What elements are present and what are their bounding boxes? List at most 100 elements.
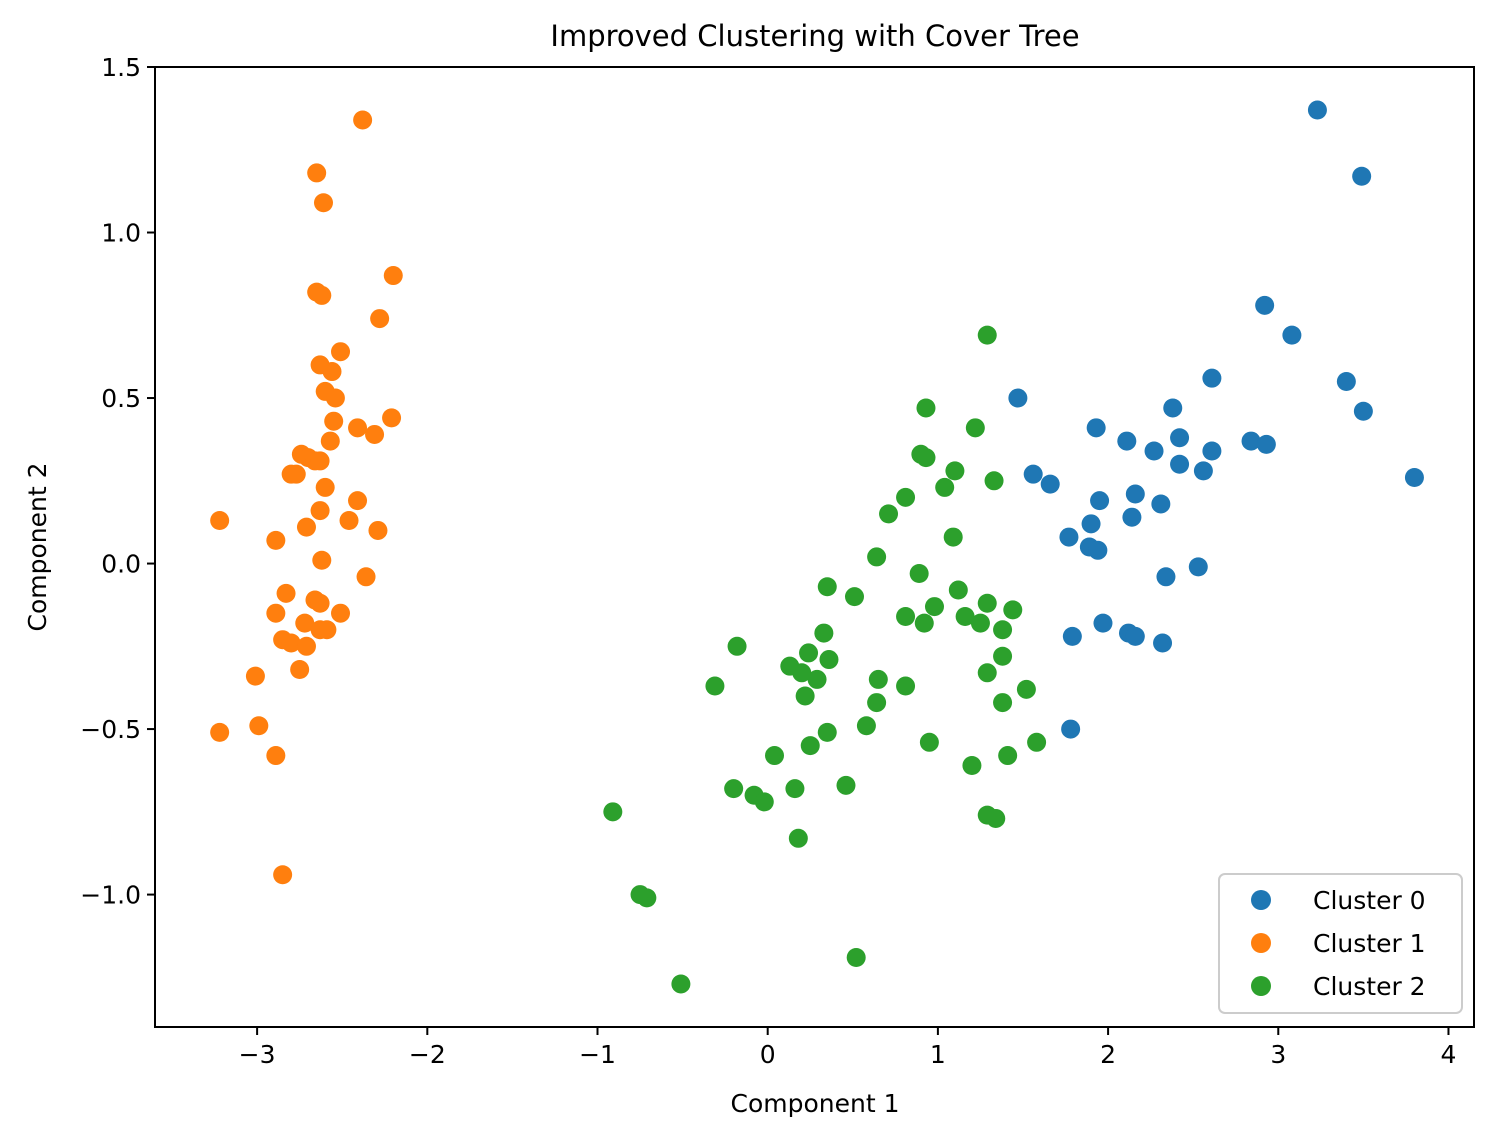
data-point (814, 623, 834, 643)
data-point (1256, 434, 1276, 454)
data-point (310, 451, 330, 471)
data-point (1086, 418, 1106, 438)
data-point (383, 266, 403, 286)
data-point (339, 511, 359, 531)
y-tick-label: −1.0 (80, 881, 141, 910)
data-point (1202, 368, 1222, 388)
points-layer (210, 100, 1424, 994)
x-tick-label: 1 (930, 1040, 946, 1069)
data-point (356, 567, 376, 587)
x-tick-label: −3 (239, 1040, 276, 1069)
data-point (1125, 484, 1145, 504)
data-point (1016, 679, 1036, 699)
data-point (896, 487, 916, 507)
data-point (637, 888, 657, 908)
data-point (273, 865, 293, 885)
data-point (754, 792, 774, 812)
data-point (1404, 467, 1424, 487)
data-point (1307, 100, 1327, 120)
y-tick-label: 1.5 (101, 53, 141, 82)
data-point (1151, 494, 1171, 514)
data-point (924, 597, 944, 617)
legend-marker (1251, 933, 1271, 953)
data-point (724, 779, 744, 799)
data-point (955, 607, 975, 627)
data-point (935, 477, 955, 497)
data-point (1088, 540, 1108, 560)
data-point (324, 411, 344, 431)
data-point (325, 388, 345, 408)
data-point (807, 669, 827, 689)
data-point (1003, 600, 1023, 620)
x-tick-label: −1 (579, 1040, 616, 1069)
data-point (867, 693, 887, 713)
data-point (353, 110, 373, 130)
data-point (671, 974, 691, 994)
data-point (1062, 626, 1082, 646)
x-tick-label: 3 (1270, 1040, 1286, 1069)
data-point (1282, 325, 1302, 345)
data-point (1156, 567, 1176, 587)
legend-label: Cluster 1 (1313, 929, 1426, 958)
y-axis: −1.0 −0.5 0.0 0.5 1.0 1.5 (80, 53, 155, 910)
data-point (368, 520, 388, 540)
data-point (1093, 613, 1113, 633)
data-point (276, 583, 296, 603)
data-point (313, 193, 333, 213)
data-point (879, 504, 899, 524)
data-point (266, 530, 286, 550)
data-point (817, 722, 837, 742)
data-point (965, 418, 985, 438)
data-point (370, 309, 390, 329)
data-point (307, 163, 327, 183)
data-point (1202, 441, 1222, 461)
data-point (844, 587, 864, 607)
data-point (867, 547, 887, 567)
data-point (846, 947, 866, 967)
data-point (993, 693, 1013, 713)
data-point (1336, 371, 1356, 391)
data-point (916, 448, 936, 468)
data-point (1188, 557, 1208, 577)
data-point (296, 636, 316, 656)
data-point (788, 828, 808, 848)
data-point (977, 663, 997, 683)
data-point (1193, 461, 1213, 481)
data-point (896, 676, 916, 696)
data-point (1125, 626, 1145, 646)
x-tick-label: 4 (1441, 1040, 1457, 1069)
data-point (1153, 633, 1173, 653)
data-point (817, 577, 837, 597)
data-point (1059, 527, 1079, 547)
data-point (819, 650, 839, 670)
data-point (914, 613, 934, 633)
data-point (348, 491, 368, 511)
data-point (792, 663, 812, 683)
data-point (998, 746, 1018, 766)
data-point (993, 620, 1013, 640)
data-point (836, 775, 856, 795)
data-point (210, 511, 230, 531)
data-point (266, 746, 286, 766)
data-point (365, 424, 385, 444)
data-point (785, 779, 805, 799)
data-point (210, 722, 230, 742)
data-point (727, 636, 747, 656)
data-point (296, 517, 316, 537)
data-point (993, 646, 1013, 666)
x-tick-label: 2 (1100, 1040, 1116, 1069)
data-point (245, 666, 265, 686)
legend-box (1218, 873, 1463, 1014)
data-point (984, 471, 1004, 491)
data-point (943, 527, 963, 547)
data-point (249, 716, 269, 736)
data-point (310, 501, 330, 521)
data-point (322, 362, 342, 382)
data-point (1353, 401, 1373, 421)
data-point (266, 603, 286, 623)
data-point (962, 755, 982, 775)
data-point (1081, 514, 1101, 534)
data-point (382, 408, 402, 428)
y-tick-label: −0.5 (80, 715, 141, 744)
